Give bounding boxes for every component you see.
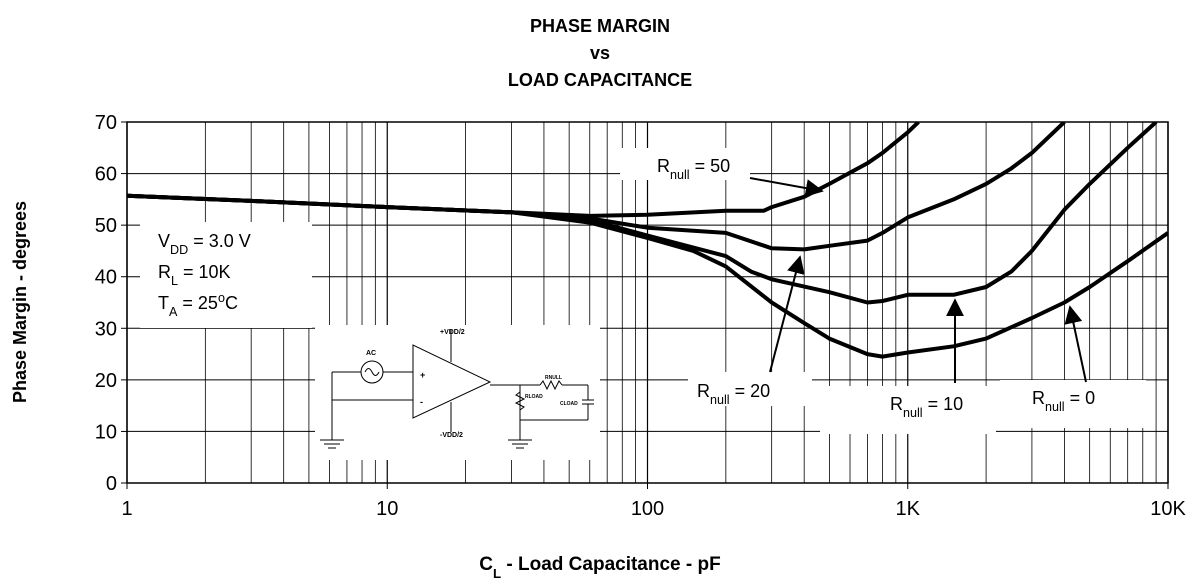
text-part: R — [158, 262, 171, 282]
text-part: R — [1032, 388, 1045, 408]
y-tick-label: 30 — [95, 318, 117, 340]
text-part: DD — [170, 243, 188, 257]
y-tick-label: 20 — [95, 370, 117, 392]
y-tick-label: 10 — [95, 421, 117, 443]
chart-title: PHASE MARGIN — [530, 16, 670, 36]
text-part: = 20 — [730, 381, 771, 401]
text-part: - Load Capacitance - pF — [501, 554, 721, 575]
text-part: V — [158, 231, 170, 251]
circuit-label: - — [420, 397, 423, 407]
text-part: o — [218, 291, 225, 305]
circuit-label: +VDD/2 — [440, 329, 465, 336]
series-label: Rnull = 0 — [1032, 388, 1095, 414]
series-line — [127, 193, 1168, 359]
label-box — [1000, 380, 1146, 428]
text-part: = 25 — [177, 293, 218, 313]
text-part: = 0 — [1065, 388, 1096, 408]
text-part: = 50 — [690, 156, 731, 176]
circuit-label: CLOAD — [560, 401, 578, 407]
arrow — [769, 255, 805, 373]
circuit-label: -VDD/2 — [440, 432, 463, 439]
resistor-load — [514, 391, 526, 411]
chart-title: LOAD CAPACITANCE — [508, 70, 692, 90]
text-part: C — [479, 554, 493, 575]
x-tick-label: 10K — [1150, 498, 1186, 520]
resistor-null — [539, 379, 563, 391]
circuit-label: + — [420, 370, 425, 380]
plot-border — [126, 121, 1169, 484]
label-box — [315, 325, 600, 460]
text-part: = 3.0 V — [188, 231, 251, 251]
lines — [127, 122, 1168, 460]
y-tick-label: 70 — [95, 112, 117, 134]
series-label: Rnull = 10 — [890, 394, 963, 420]
text-part: R — [657, 156, 670, 176]
chart-title: vs — [590, 43, 610, 63]
arrow — [749, 177, 824, 197]
text-part: L — [171, 274, 178, 288]
arrow — [1064, 305, 1087, 383]
circuit-label: RNULL — [545, 375, 562, 381]
text-part: T — [158, 293, 169, 313]
text-part: A — [169, 305, 178, 319]
y-tick-label: 60 — [95, 164, 117, 186]
label-box — [820, 386, 996, 434]
text-part: C — [225, 293, 238, 313]
condition-text: RL = 10K — [158, 262, 231, 288]
label-box — [688, 372, 812, 406]
series-label: Rnull = 50 — [657, 156, 730, 182]
label-box — [140, 222, 312, 328]
text-part: null — [903, 406, 923, 420]
circuit-label: RLOAD — [525, 394, 543, 400]
condition-text: TA = 25oC — [158, 291, 238, 319]
x-tick-label: 1K — [896, 498, 921, 520]
x-tick-label: 10 — [376, 498, 398, 520]
x-tick-label: 100 — [631, 498, 664, 520]
text-part: null — [710, 393, 730, 407]
text-part: null — [1045, 400, 1065, 414]
y-tick-label: 40 — [95, 267, 117, 289]
text-part: = 10 — [923, 394, 964, 414]
series-label: Rnull = 20 — [697, 381, 770, 407]
text-part: null — [670, 168, 690, 182]
text-part: = 10K — [178, 262, 231, 282]
text-part: R — [697, 381, 710, 401]
circuit-label: AC — [366, 350, 376, 357]
y-axis-label: Phase Margin - degrees — [10, 201, 30, 403]
x-axis-label: CL - Load Capacitance - pF — [479, 554, 720, 581]
op-amp — [412, 344, 492, 419]
text-part: L — [493, 566, 501, 581]
x-tick-label: 1 — [121, 498, 132, 520]
label-box — [620, 148, 750, 180]
y-tick-label: 50 — [95, 215, 117, 237]
y-tick-label: 0 — [106, 473, 117, 495]
condition-text: VDD = 3.0 V — [158, 231, 251, 257]
text-part: R — [890, 394, 903, 414]
ac-wave — [364, 368, 380, 376]
